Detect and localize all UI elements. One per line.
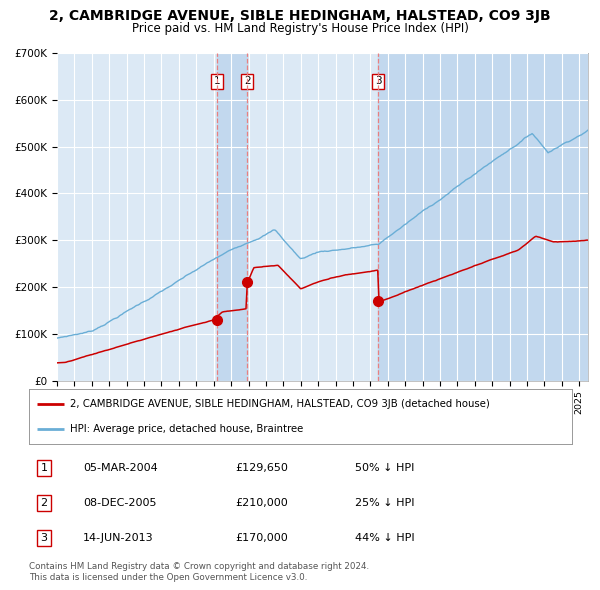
- Text: 08-DEC-2005: 08-DEC-2005: [83, 498, 157, 508]
- Text: 05-MAR-2004: 05-MAR-2004: [83, 463, 158, 473]
- Text: £210,000: £210,000: [235, 498, 288, 508]
- Text: 50% ↓ HPI: 50% ↓ HPI: [355, 463, 414, 473]
- Text: HPI: Average price, detached house, Braintree: HPI: Average price, detached house, Brai…: [70, 424, 303, 434]
- Text: 2: 2: [244, 76, 251, 86]
- Text: 2, CAMBRIDGE AVENUE, SIBLE HEDINGHAM, HALSTEAD, CO9 3JB: 2, CAMBRIDGE AVENUE, SIBLE HEDINGHAM, HA…: [49, 9, 551, 24]
- Text: £129,650: £129,650: [235, 463, 288, 473]
- Text: This data is licensed under the Open Government Licence v3.0.: This data is licensed under the Open Gov…: [29, 573, 307, 582]
- Text: 2, CAMBRIDGE AVENUE, SIBLE HEDINGHAM, HALSTEAD, CO9 3JB (detached house): 2, CAMBRIDGE AVENUE, SIBLE HEDINGHAM, HA…: [70, 399, 490, 409]
- Bar: [217, 53, 247, 381]
- Text: Price paid vs. HM Land Registry's House Price Index (HPI): Price paid vs. HM Land Registry's House …: [131, 22, 469, 35]
- Text: 1: 1: [41, 463, 47, 473]
- Text: 1: 1: [214, 76, 220, 86]
- Bar: [378, 53, 588, 381]
- Text: 3: 3: [375, 76, 382, 86]
- Text: £170,000: £170,000: [235, 533, 288, 543]
- Text: 25% ↓ HPI: 25% ↓ HPI: [355, 498, 414, 508]
- Text: 44% ↓ HPI: 44% ↓ HPI: [355, 533, 414, 543]
- Text: 3: 3: [41, 533, 47, 543]
- Text: 2: 2: [40, 498, 47, 508]
- Text: 14-JUN-2013: 14-JUN-2013: [83, 533, 154, 543]
- Text: Contains HM Land Registry data © Crown copyright and database right 2024.: Contains HM Land Registry data © Crown c…: [29, 562, 369, 571]
